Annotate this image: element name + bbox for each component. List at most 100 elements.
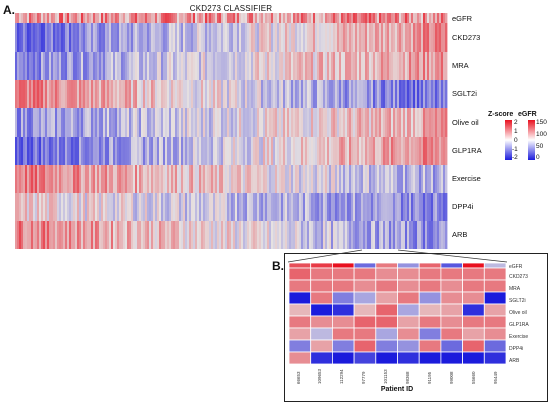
heatmap-cell (37, 13, 40, 23)
heatmap-cell (377, 165, 380, 193)
heatmap-cell (147, 137, 150, 165)
heatmap-cell (215, 137, 218, 165)
heatmap-row (15, 23, 448, 52)
heatmap-cell (185, 23, 188, 52)
heatmap-cell (413, 221, 416, 249)
heatmap-cell (323, 193, 326, 221)
heatmap-cell (437, 221, 440, 249)
heatmap-cell (259, 13, 262, 23)
heatmap-cell (345, 137, 348, 165)
heatmap-cell (145, 108, 148, 137)
heatmap-cell (173, 13, 176, 23)
heatmap-cell (161, 193, 164, 221)
heatmap-cell (431, 165, 434, 193)
heatmap-cell (405, 23, 408, 52)
heatmap-cell (257, 137, 260, 165)
heatmap-cell (175, 52, 178, 80)
heatmap-cell (427, 108, 430, 137)
heatmap-cell (135, 80, 138, 108)
heatmap-cell (193, 221, 196, 249)
heatmap-cell (159, 137, 162, 165)
heatmap-row (15, 165, 448, 193)
heatmap-cell (55, 13, 58, 23)
heatmap-cell (19, 108, 22, 137)
heatmap-cell (131, 193, 134, 221)
heatmap-cell (205, 23, 208, 52)
heatmap-cell (225, 137, 228, 165)
heatmap-row (15, 108, 448, 137)
heatmap-cell (119, 52, 122, 80)
heatmap-cell (27, 221, 30, 249)
heatmap-cell (289, 52, 292, 80)
heatmap-cell (237, 80, 240, 108)
heatmap-cell (351, 13, 354, 23)
heatmap-cell (371, 13, 374, 23)
heatmap-cell (397, 221, 400, 249)
heatmap-cell (253, 52, 256, 80)
heatmap-cell (369, 137, 372, 165)
heatmap-cell (433, 13, 436, 23)
heatmap-cell (279, 193, 282, 221)
heatmap-cell (349, 193, 352, 221)
heatmap-cell (147, 52, 150, 80)
heatmap-cell (279, 137, 282, 165)
heatmap-cell (361, 108, 364, 137)
heatmap-cell (87, 23, 90, 52)
heatmap-cell (153, 23, 156, 52)
heatmap-cell (49, 80, 52, 108)
heatmap-cell (415, 108, 418, 137)
heatmap-cell (73, 13, 76, 23)
heatmap-cell (441, 165, 444, 193)
heatmap-cell (425, 165, 428, 193)
heatmap-cell (89, 23, 92, 52)
heatmap-cell (351, 193, 354, 221)
heatmap-cell (181, 165, 184, 193)
heatmap-cell (119, 80, 122, 108)
heatmap-cell (85, 221, 88, 249)
heatmap-cell (327, 137, 330, 165)
heatmap-cell (175, 108, 178, 137)
heatmap-cell (21, 108, 24, 137)
heatmap-cell (397, 108, 400, 137)
heatmap-cell (127, 23, 130, 52)
heatmap-cell (433, 193, 436, 221)
heatmap-cell (145, 13, 148, 23)
heatmap-cell (65, 80, 68, 108)
heatmap-cell (259, 52, 262, 80)
heatmap-cell (245, 108, 248, 137)
detail-col-label: 101153 (383, 369, 388, 384)
heatmap-cell (209, 23, 212, 52)
heatmap-cell (431, 108, 434, 137)
heatmap-cell (267, 165, 270, 193)
heatmap-cell (205, 80, 208, 108)
heatmap-cell (435, 193, 438, 221)
heatmap-cell (41, 80, 44, 108)
heatmap-cell (433, 23, 436, 52)
detail-heatmap-cell (331, 267, 355, 281)
heatmap-cell (215, 221, 218, 249)
heatmap-cell (15, 23, 18, 52)
heatmap-cell (181, 52, 184, 80)
heatmap-cell (73, 165, 76, 193)
heatmap-cell (261, 137, 264, 165)
heatmap-cell (333, 52, 336, 80)
heatmap-cell (233, 108, 236, 137)
heatmap-cell (333, 221, 336, 249)
heatmap-cell (117, 52, 120, 80)
heatmap-cell (133, 165, 136, 193)
heatmap-cell (53, 137, 56, 165)
heatmap-cell (211, 80, 214, 108)
heatmap-cell (85, 52, 88, 80)
heatmap-cell (361, 13, 364, 23)
heatmap-cell (241, 193, 244, 221)
panel-a-label: A. (3, 3, 15, 17)
heatmap-cell (187, 52, 190, 80)
heatmap-cell (169, 165, 172, 193)
heatmap-cell (29, 80, 32, 108)
heatmap-cell (183, 193, 186, 221)
heatmap-cell (111, 13, 114, 23)
heatmap-cell (237, 23, 240, 52)
heatmap-cell (47, 165, 50, 193)
heatmap-cell (43, 80, 46, 108)
heatmap-cell (261, 108, 264, 137)
